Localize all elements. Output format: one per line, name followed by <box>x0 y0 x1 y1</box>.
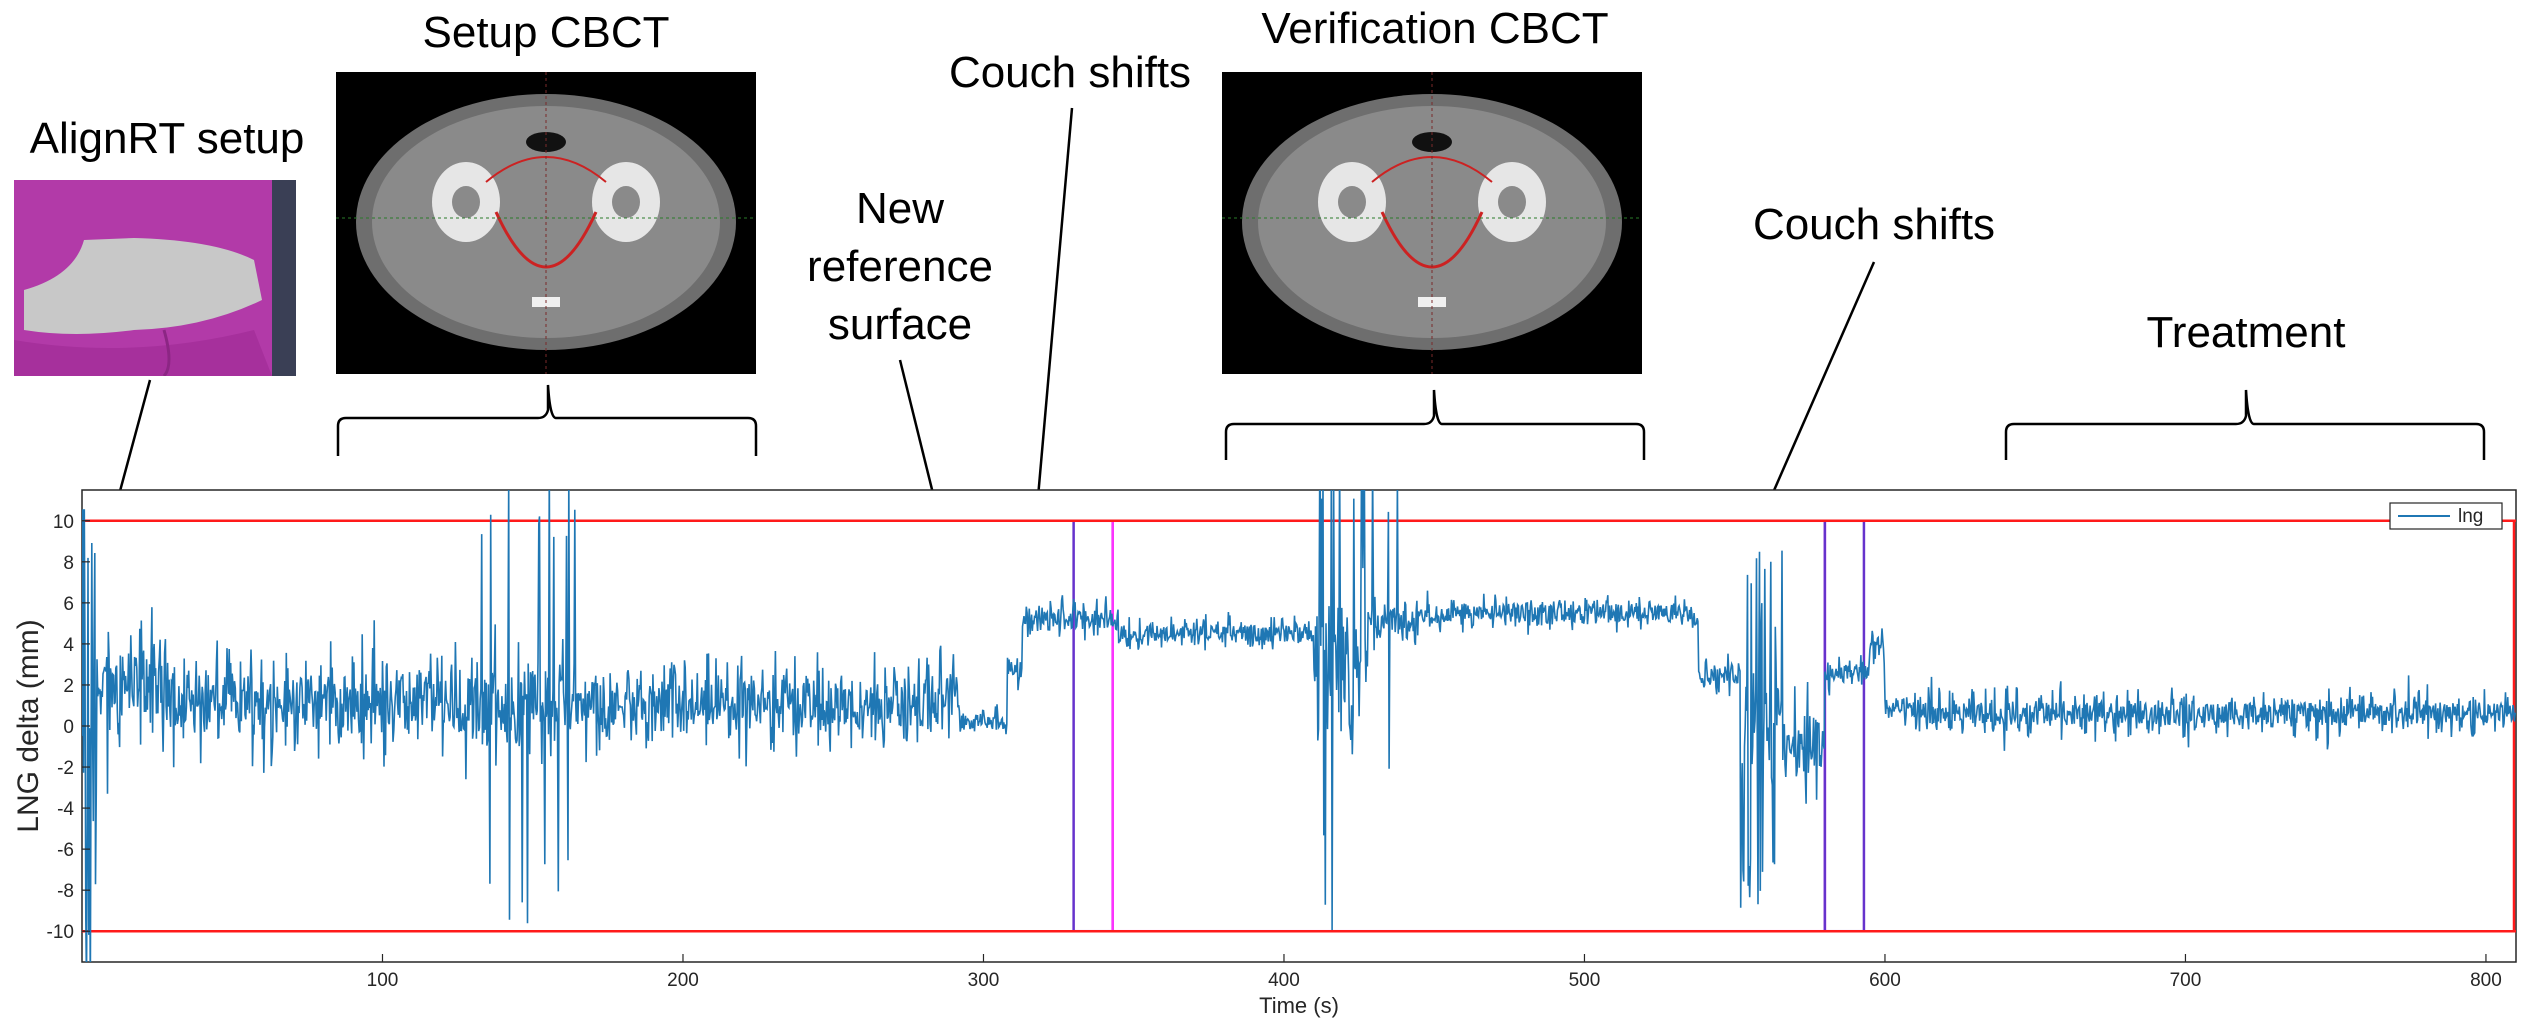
brace-verification-cbct <box>1224 389 1646 460</box>
annotation-alignrt-setup: AlignRT setup <box>29 114 305 163</box>
x-tick-label: 100 <box>367 970 399 991</box>
y-tick-label: 2 <box>63 676 74 697</box>
x-tick-label: 500 <box>1569 970 1601 991</box>
verification-cbct-image <box>1222 72 1642 374</box>
x-tick-label: 300 <box>968 970 1000 991</box>
annotation-new-reference-surface: New reference surface <box>780 180 1020 354</box>
alignrt-surface-image <box>14 180 296 376</box>
annotation-setup-cbct: Setup CBCT <box>422 8 670 57</box>
axis-ticks: 100 200 300 400 500 600 700 800 -10 -8 -6 -4 -2 0 2 4 6 8… <box>47 512 2502 991</box>
y-tick-label: 10 <box>53 512 74 533</box>
annotation-couch-shifts-2: Couch shifts <box>1752 200 1996 249</box>
y-axis-label: LNG delta (mm) <box>12 619 45 832</box>
x-tick-label: 200 <box>667 970 699 991</box>
x-tick-label: 700 <box>2170 970 2202 991</box>
y-tick-label: 0 <box>63 717 74 738</box>
setup-cbct-image <box>336 72 756 374</box>
y-tick-label: 6 <box>63 594 74 615</box>
plot-frame <box>81 489 2517 963</box>
legend: lng <box>2389 502 2503 530</box>
annotation-verification-cbct: Verification CBCT <box>1261 4 1609 53</box>
legend-label-lng: lng <box>2458 506 2483 527</box>
new-ref-line-2: reference <box>807 242 993 291</box>
series-line-lng <box>82 490 2516 962</box>
y-tick-label: -6 <box>57 840 74 861</box>
y-tick-label: 8 <box>63 553 74 574</box>
brace-treatment <box>2004 389 2486 460</box>
new-ref-line-1: New <box>855 184 945 233</box>
x-axis-label: Time (s) <box>1259 993 1339 1018</box>
brace-setup-cbct <box>336 384 758 456</box>
annotation-treatment: Treatment <box>2146 308 2346 357</box>
y-tick-label: 4 <box>63 635 74 656</box>
annotation-couch-shifts-1: Couch shifts <box>948 48 1192 97</box>
x-tick-label: 600 <box>1869 970 1901 991</box>
x-tick-label: 400 <box>1268 970 1300 991</box>
x-tick-label: 800 <box>2470 970 2502 991</box>
plot-area <box>82 490 2516 962</box>
y-tick-label: -4 <box>57 799 74 820</box>
y-tick-label: -2 <box>57 758 74 779</box>
y-tick-label: -8 <box>57 881 74 902</box>
y-tick-label: -10 <box>47 922 74 943</box>
new-ref-line-3: surface <box>827 300 973 349</box>
